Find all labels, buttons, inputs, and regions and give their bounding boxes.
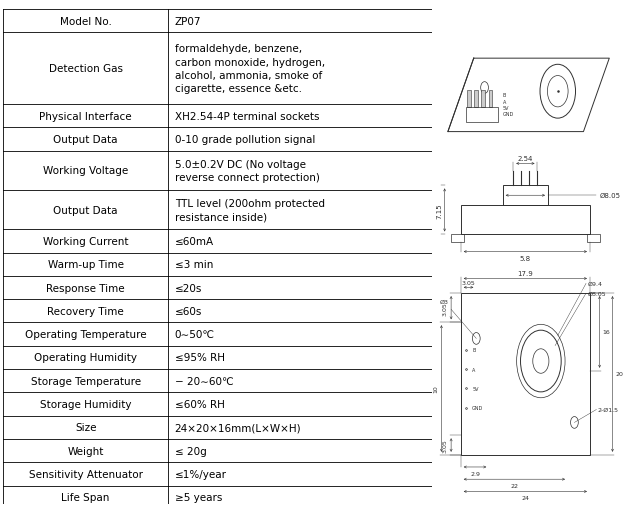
Text: 2.9: 2.9 <box>470 471 480 476</box>
Bar <box>488 91 492 108</box>
Text: 5V: 5V <box>503 106 509 111</box>
Text: Operating Humidity: Operating Humidity <box>34 353 137 363</box>
Text: 10: 10 <box>433 385 438 392</box>
Text: 5V: 5V <box>472 386 479 391</box>
Text: Ø8.05: Ø8.05 <box>587 291 606 296</box>
Text: Response Time: Response Time <box>46 283 125 293</box>
Text: GND: GND <box>472 406 483 411</box>
Text: 20: 20 <box>616 372 624 377</box>
Text: TTL level (200ohm protected
resistance inside): TTL level (200ohm protected resistance i… <box>175 199 324 222</box>
Text: 17.9: 17.9 <box>518 270 533 276</box>
Text: Size: Size <box>75 422 97 433</box>
Text: ≤3 min: ≤3 min <box>175 260 213 270</box>
Bar <box>474 91 478 108</box>
Text: 0-10 grade pollution signal: 0-10 grade pollution signal <box>175 134 315 145</box>
Bar <box>451 235 464 242</box>
Text: A: A <box>503 100 506 104</box>
Bar <box>481 91 485 108</box>
Text: formaldehyde, benzene,
carbon monoxide, hydrogen,
alcohol, ammonia, smoke of
cig: formaldehyde, benzene, carbon monoxide, … <box>175 44 324 94</box>
Text: Ø3: Ø3 <box>440 299 449 304</box>
Text: Working Current: Working Current <box>43 237 128 246</box>
Text: ≤ 20g: ≤ 20g <box>175 446 206 456</box>
Text: 5.0±0.2V DC (No voltage
reverse connect protection): 5.0±0.2V DC (No voltage reverse connect … <box>175 159 319 182</box>
Text: Storage Humidity: Storage Humidity <box>40 399 131 409</box>
Text: Weight: Weight <box>67 446 104 456</box>
Text: 2.54: 2.54 <box>518 156 533 162</box>
Text: A: A <box>472 367 476 372</box>
Text: 5.8: 5.8 <box>520 256 531 262</box>
Bar <box>587 235 599 242</box>
Text: ≤60mA: ≤60mA <box>175 237 214 246</box>
Text: Output Data: Output Data <box>53 134 118 145</box>
Text: ≤95% RH: ≤95% RH <box>175 353 225 363</box>
Text: Sensitivity Attenuator: Sensitivity Attenuator <box>29 469 143 479</box>
Text: 16: 16 <box>603 330 611 335</box>
Text: Storage Temperature: Storage Temperature <box>30 376 141 386</box>
Text: 2-Ø1.5: 2-Ø1.5 <box>598 407 619 412</box>
Text: 3.05: 3.05 <box>443 438 448 452</box>
Text: 24×20×16mm(L×W×H): 24×20×16mm(L×W×H) <box>175 422 301 433</box>
Text: ≥5 years: ≥5 years <box>175 492 222 502</box>
Text: 0∼50℃: 0∼50℃ <box>175 329 215 340</box>
Bar <box>461 206 590 235</box>
Text: ≤60% RH: ≤60% RH <box>175 399 225 409</box>
Text: 7.15: 7.15 <box>437 203 443 218</box>
Text: 3.05: 3.05 <box>462 281 476 286</box>
Text: 24: 24 <box>521 495 530 500</box>
Text: Warm-up Time: Warm-up Time <box>48 260 124 270</box>
Text: ≤1%/year: ≤1%/year <box>175 469 227 479</box>
Text: GND: GND <box>503 112 514 117</box>
Text: B: B <box>472 348 476 353</box>
Bar <box>465 108 498 123</box>
Text: Ø9.4: Ø9.4 <box>587 281 603 287</box>
Bar <box>467 91 471 108</box>
Bar <box>503 186 548 206</box>
Text: Recovery Time: Recovery Time <box>48 306 124 316</box>
Text: ≤20s: ≤20s <box>175 283 202 293</box>
Text: − 20∼60℃: − 20∼60℃ <box>175 376 233 386</box>
Text: ZP07: ZP07 <box>175 17 201 26</box>
Text: 22: 22 <box>511 483 518 488</box>
Text: Ø8.05: Ø8.05 <box>599 193 620 199</box>
Text: ≤60s: ≤60s <box>175 306 202 316</box>
Bar <box>461 294 590 455</box>
Text: Model No.: Model No. <box>60 17 112 26</box>
Text: 3.05: 3.05 <box>443 301 448 315</box>
Text: B: B <box>503 93 506 98</box>
Text: Operating Temperature: Operating Temperature <box>25 329 147 340</box>
Text: Working Voltage: Working Voltage <box>43 166 128 176</box>
Text: Output Data: Output Data <box>53 205 118 215</box>
Text: Detection Gas: Detection Gas <box>49 64 123 74</box>
Text: XH2.54-4P terminal sockets: XH2.54-4P terminal sockets <box>175 111 319 121</box>
Text: Life Span: Life Span <box>62 492 110 502</box>
Text: Physical Interface: Physical Interface <box>39 111 132 121</box>
